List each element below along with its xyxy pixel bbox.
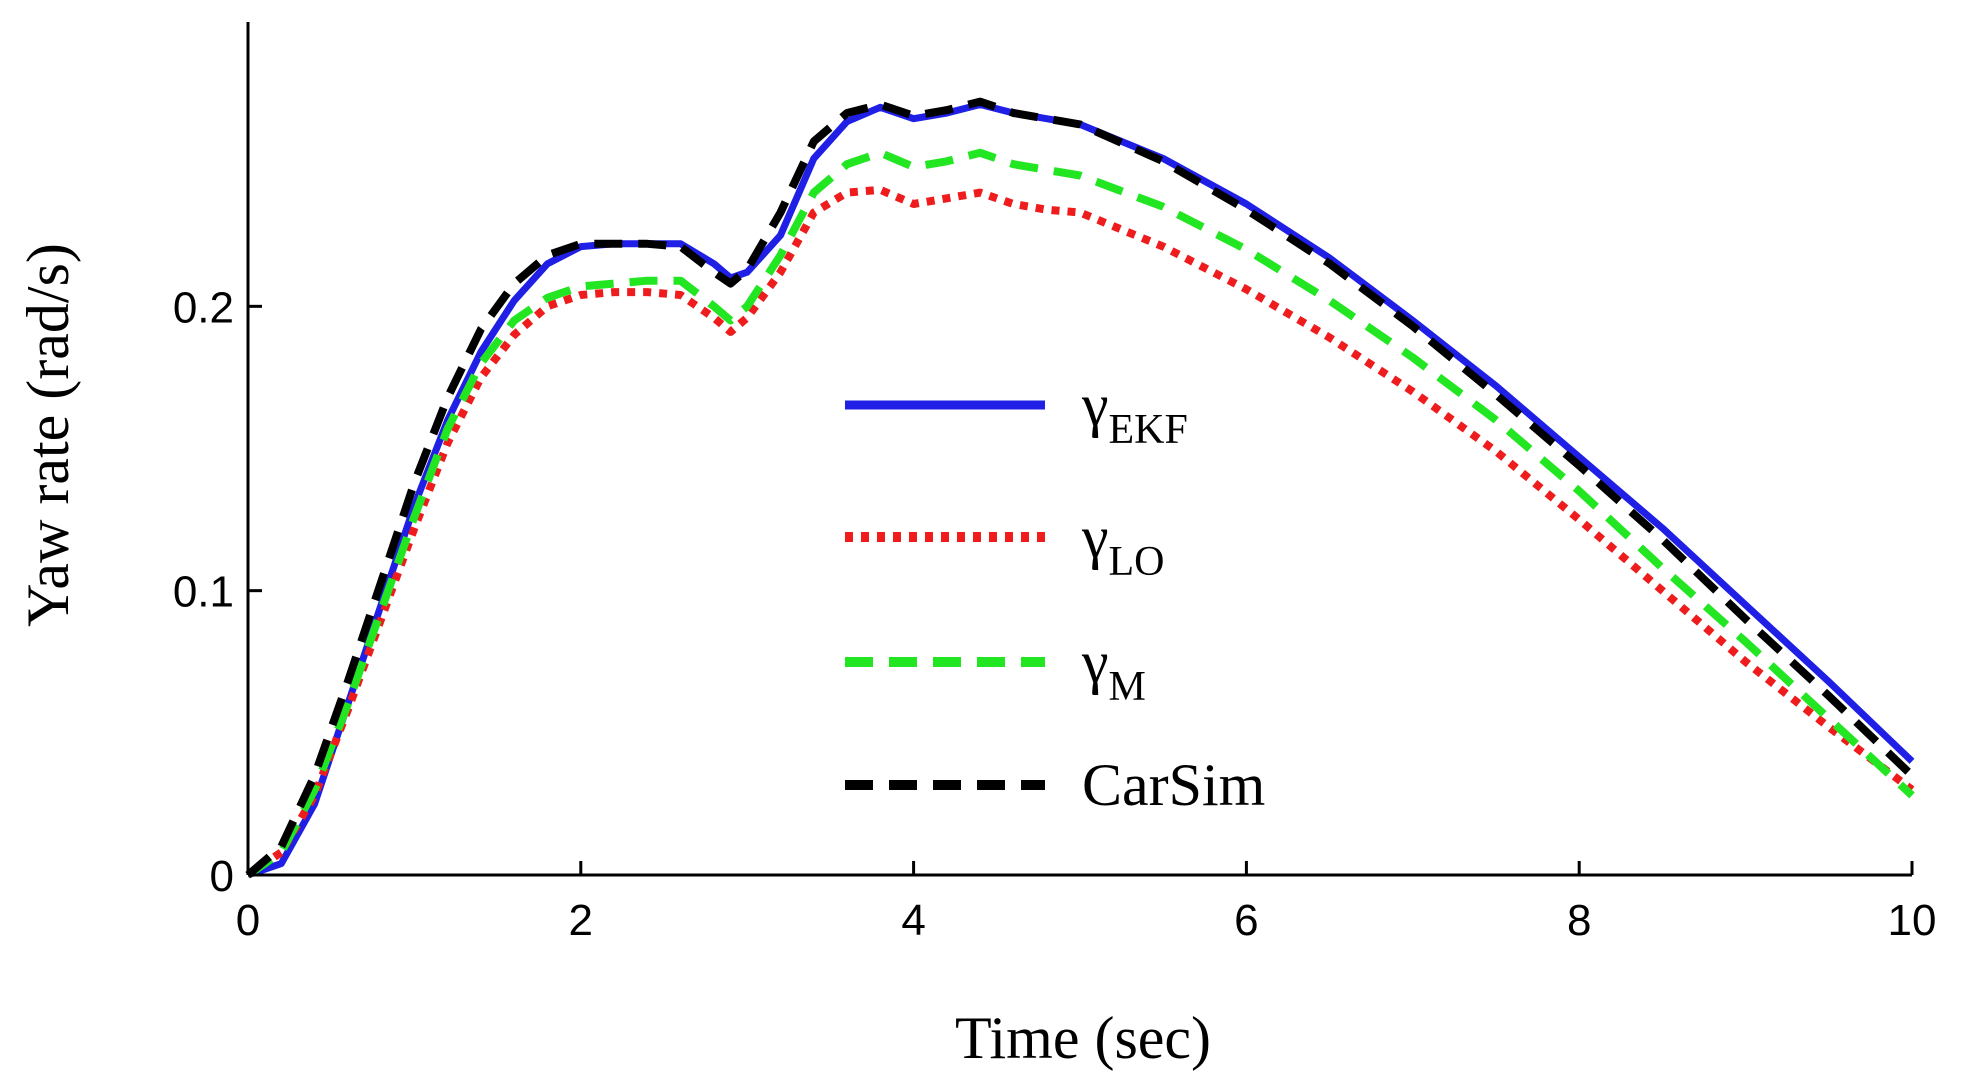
x-tick-label: 2 <box>569 896 593 945</box>
y-axis-title: Yaw rate (rad/s) <box>15 243 81 627</box>
series-line-m <box>245 148 1915 879</box>
x-tick-label: 6 <box>1234 896 1258 945</box>
x-tick-label: 0 <box>236 896 260 945</box>
axes-group <box>246 22 1914 877</box>
plot-series-group <box>245 97 1915 879</box>
legend-label-lo: γLO <box>1081 504 1165 585</box>
y-tick-label: 0.2 <box>173 283 234 332</box>
legend-symbol: CarSim <box>1082 752 1265 818</box>
legend-subscript: EKF <box>1109 407 1188 453</box>
series-line-carsim <box>245 97 1915 879</box>
legend-label-carsim: CarSim <box>1082 752 1265 818</box>
legend-subscript: M <box>1109 664 1146 710</box>
y-tick-label: 0 <box>210 852 234 901</box>
ticks-group: 0 2 4 6 8 10 0 0.1 0.2 <box>173 283 1937 945</box>
x-tick-label: 4 <box>901 896 925 945</box>
legend-symbol: γ <box>1081 372 1109 438</box>
y-tick-label: 0.1 <box>173 568 234 617</box>
x-axis-title: Time (sec) <box>955 1005 1211 1071</box>
legend-label-ekf: γEKF <box>1081 372 1188 453</box>
legend-symbol: γ <box>1081 504 1109 570</box>
legend-symbol: γ <box>1081 629 1109 695</box>
legend-label-m: γM <box>1081 629 1146 710</box>
x-tick-label: 10 <box>1888 896 1937 945</box>
legend-subscript: LO <box>1109 539 1165 585</box>
series-line-ekf <box>246 101 1915 879</box>
x-tick-label: 8 <box>1567 896 1591 945</box>
series-line-lo <box>245 185 1915 879</box>
